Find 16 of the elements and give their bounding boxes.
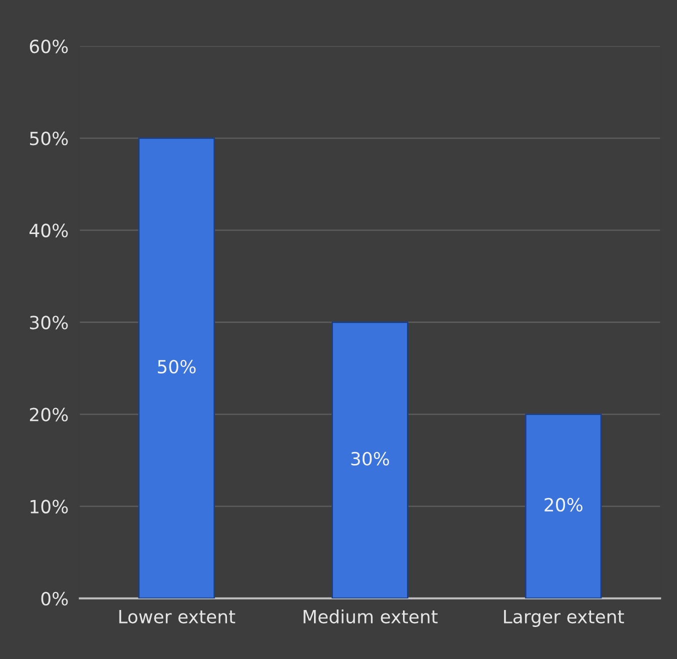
y-tick-label: 50% xyxy=(30,132,68,146)
y-tick-label: 0% xyxy=(41,592,68,606)
data-label: 30% xyxy=(351,452,390,466)
y-tick-label: 20% xyxy=(30,408,68,422)
bar xyxy=(138,137,215,598)
data-label: 50% xyxy=(158,360,196,374)
x-tick-label: Larger extent xyxy=(504,610,624,627)
data-label: 20% xyxy=(544,498,582,512)
y-tick-label: 60% xyxy=(30,40,68,54)
y-tick-label: 30% xyxy=(30,316,68,330)
bar xyxy=(332,322,408,598)
x-tick-label: Medium extent xyxy=(304,609,438,624)
y-tick-label: 40% xyxy=(30,224,68,238)
bar xyxy=(524,414,602,598)
x-tick-label: Lower extent xyxy=(119,610,236,624)
y-tick-label: 10% xyxy=(30,500,68,514)
